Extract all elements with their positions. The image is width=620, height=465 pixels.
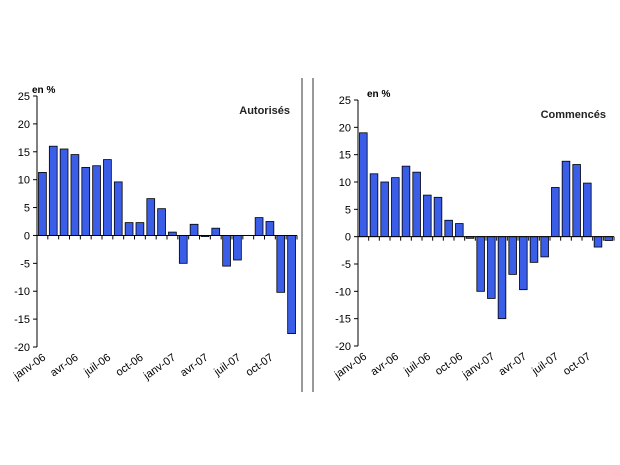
bar-avr-06 bbox=[391, 177, 400, 238]
bar-sept-07 bbox=[254, 217, 264, 236]
x-tick-label: juil-06 bbox=[81, 352, 113, 379]
bar-mars-06 bbox=[59, 148, 69, 236]
bar-févr-06 bbox=[48, 145, 58, 236]
y-tick-label: -10 bbox=[14, 286, 30, 298]
y-axis-unit-label: en % bbox=[32, 85, 55, 96]
x-tick-label: janv-06 bbox=[332, 351, 369, 382]
x-tick-label: oct-06 bbox=[114, 352, 146, 379]
y-tick-label: -20 bbox=[14, 342, 30, 354]
y-tick-label: 25 bbox=[339, 95, 351, 107]
bar-févr-07 bbox=[497, 236, 507, 320]
y-tick-label: 10 bbox=[339, 177, 351, 189]
y-tick-label: 5 bbox=[24, 203, 30, 215]
bar-oct-06 bbox=[135, 222, 145, 236]
y-tick-label: -5 bbox=[20, 258, 30, 270]
bar-nov-06 bbox=[146, 198, 156, 236]
chart-title: Commencés bbox=[541, 109, 606, 121]
x-tick-label: janv-07 bbox=[141, 352, 178, 383]
bar-juin-07 bbox=[222, 235, 231, 267]
bar-sept-07 bbox=[572, 164, 581, 238]
y-tick-label: -15 bbox=[14, 314, 30, 326]
bar-janv-06 bbox=[359, 132, 368, 238]
bar-juil-06 bbox=[423, 194, 432, 238]
bar-juil-07 bbox=[233, 235, 242, 261]
y-tick-label: -5 bbox=[341, 259, 351, 271]
y-tick-label: -20 bbox=[335, 341, 351, 353]
bar-sept-06 bbox=[444, 219, 453, 238]
x-tick-label: oct-07 bbox=[561, 351, 593, 378]
y-tick-label: 15 bbox=[18, 147, 30, 159]
x-tick-label: avr-07 bbox=[497, 351, 529, 379]
x-tick-label: janv-07 bbox=[460, 351, 497, 382]
x-tick-label: avr-06 bbox=[369, 351, 401, 379]
bar-sept-06 bbox=[124, 222, 134, 236]
bar-nov-07 bbox=[593, 236, 603, 248]
y-tick-label: 20 bbox=[339, 122, 351, 134]
bar-mai-07 bbox=[529, 236, 539, 263]
bar-mai-06 bbox=[81, 166, 91, 236]
bar-août-06 bbox=[433, 196, 443, 238]
bar-juil-06 bbox=[103, 159, 112, 236]
y-tick-label: 20 bbox=[18, 119, 30, 131]
x-tick-label: oct-06 bbox=[433, 351, 465, 378]
y-tick-label: 5 bbox=[345, 204, 351, 216]
bar-déc-06 bbox=[157, 208, 166, 236]
x-tick-label: juil-06 bbox=[401, 351, 433, 378]
x-tick-label: oct-07 bbox=[244, 352, 276, 379]
bar-mai-07 bbox=[211, 227, 221, 236]
bar-févr-06 bbox=[369, 173, 379, 238]
y-tick-label: -15 bbox=[335, 314, 351, 326]
bar-janv-07 bbox=[487, 236, 496, 299]
bar-févr-07 bbox=[178, 235, 188, 264]
x-tick-label: juil-07 bbox=[529, 351, 561, 378]
bar-oct-07 bbox=[583, 182, 592, 238]
y-tick-label: 10 bbox=[18, 175, 30, 187]
bar-avr-07 bbox=[519, 236, 528, 291]
bar-janv-07 bbox=[168, 231, 177, 236]
y-tick-label: 0 bbox=[345, 232, 351, 244]
bar-août-07 bbox=[561, 160, 571, 238]
bar-déc-07 bbox=[287, 235, 296, 335]
bar-juin-06 bbox=[92, 165, 101, 236]
bar-déc-07 bbox=[604, 236, 613, 241]
bar-nov-07 bbox=[276, 235, 286, 293]
y-tick-label: 15 bbox=[339, 150, 351, 162]
x-tick-label: avr-07 bbox=[178, 352, 210, 380]
bar-mars-06 bbox=[380, 181, 389, 238]
y-tick-label: 25 bbox=[18, 91, 30, 103]
x-tick-label: janv-06 bbox=[11, 352, 48, 383]
bar-mai-06 bbox=[401, 165, 411, 238]
bar-oct-06 bbox=[455, 223, 464, 238]
bar-oct-07 bbox=[265, 221, 275, 236]
bar-janv-06 bbox=[38, 172, 47, 236]
y-tick-label: -10 bbox=[335, 286, 351, 298]
bar-août-06 bbox=[113, 181, 123, 236]
y-axis-unit-label: en % bbox=[367, 89, 390, 100]
x-tick-label: juil-07 bbox=[211, 352, 243, 379]
bar-juin-06 bbox=[412, 171, 421, 238]
chart-title: Autorisés bbox=[239, 105, 290, 117]
y-tick-label: 0 bbox=[24, 230, 30, 242]
bar-juin-07 bbox=[540, 236, 549, 258]
bar-mars-07 bbox=[189, 223, 199, 236]
bar-déc-06 bbox=[476, 236, 485, 292]
bar-juil-07 bbox=[551, 187, 560, 238]
bar-avr-06 bbox=[70, 154, 80, 236]
bar-mars-07 bbox=[508, 236, 517, 275]
x-tick-label: avr-06 bbox=[48, 352, 80, 380]
